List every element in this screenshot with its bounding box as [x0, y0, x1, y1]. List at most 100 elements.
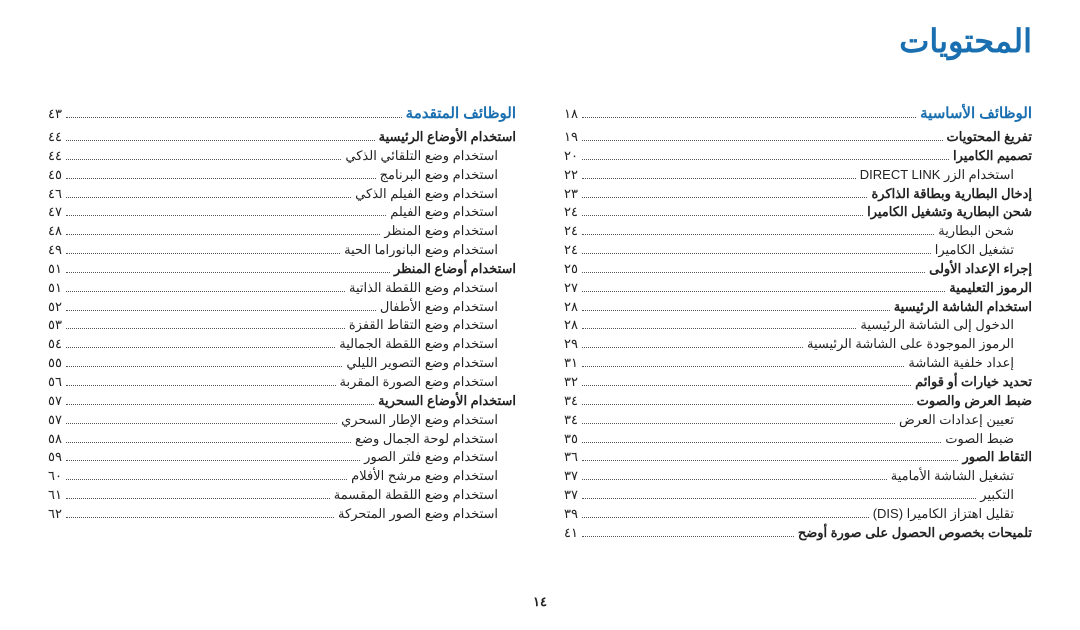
leader-dots	[66, 347, 335, 348]
toc-section-title: الوظائف الأساسية ١٨	[564, 104, 1032, 122]
leader-dots	[582, 117, 916, 118]
toc-entry-label: إعداد خلفية الشاشة	[908, 354, 1032, 373]
toc-columns: الوظائف الأساسية١٨تفريغ المحتويات١٩تصميم…	[48, 100, 1032, 543]
leader-dots	[66, 272, 390, 273]
toc-entry: تحديد خيارات أو قوائم٣٢	[564, 373, 1032, 392]
toc-entry-label: استخدام وضع اللقطة الذاتية	[349, 279, 516, 298]
toc-entry-page: ٦١	[48, 486, 62, 505]
toc-entry-page: ٢٤	[564, 222, 578, 241]
leader-dots	[582, 517, 869, 518]
toc-entry-label: استخدام الزر DIRECT LINK	[860, 166, 1032, 185]
toc-entry-page: ٥٥	[48, 354, 62, 373]
toc-entry-page: ٣٧	[564, 486, 578, 505]
toc-entry-page: ٤٥	[48, 166, 62, 185]
toc-entry-label: استخدام أوضاع المنظر	[394, 260, 516, 279]
section-page: ٤٣	[48, 106, 62, 122]
toc-entry: استخدام وضع الأطفال٥٢	[48, 298, 516, 317]
toc-entry: استخدام الزر DIRECT LINK ٢٢	[564, 166, 1032, 185]
section-title-label: الوظائف الأساسية	[920, 104, 1032, 122]
toc-entry-label: ضبط العرض والصوت	[917, 392, 1032, 411]
toc-entry: استخدام الأوضاع السحرية٥٧	[48, 392, 516, 411]
toc-entry-label: تشغيل الشاشة الأمامية	[891, 467, 1032, 486]
toc-entry: تعيين إعدادات العرض٣٤	[564, 411, 1032, 430]
leader-dots	[66, 423, 337, 424]
toc-entry-page: ٥٣	[48, 316, 62, 335]
toc-entry: استخدام الأوضاع الرئيسية٤٤	[48, 128, 516, 147]
toc-entry-page: ٢٩	[564, 335, 578, 354]
toc-entry: إجراء الإعداد الأولى٢٥	[564, 260, 1032, 279]
toc-entry-label: استخدام الشاشة الرئيسية	[894, 298, 1032, 317]
toc-entry-page: ٤٤	[48, 147, 62, 166]
leader-dots	[66, 140, 375, 141]
leader-dots	[66, 517, 334, 518]
leader-dots	[66, 215, 386, 216]
toc-entry-page: ٢٠	[564, 147, 578, 166]
toc-entry: استخدام وضع الصور المتحركة٦٢	[48, 505, 516, 524]
toc-entry-page: ٢٢	[564, 166, 578, 185]
toc-entry-page: ٥٧	[48, 411, 62, 430]
leader-dots	[66, 234, 380, 235]
toc-entry: استخدام وضع الفيلم الذكي٤٦	[48, 185, 516, 204]
toc-entry-page: ٣٤	[564, 392, 578, 411]
leader-dots	[582, 498, 976, 499]
toc-entry-label: استخدام وضع البرنامج	[380, 166, 516, 185]
leader-dots	[66, 404, 374, 405]
leader-dots	[582, 442, 941, 443]
leader-dots	[582, 253, 931, 254]
toc-entry: الرموز التعليمية٢٧	[564, 279, 1032, 298]
toc-entry: شحن البطارية٢٤	[564, 222, 1032, 241]
toc-entry: الرموز الموجودة على الشاشة الرئيسية٢٩	[564, 335, 1032, 354]
toc-entry-page: ٣٤	[564, 411, 578, 430]
toc-entry-page: ٥١	[48, 279, 62, 298]
toc-entry-page: ٣٦	[564, 448, 578, 467]
leader-dots	[66, 159, 341, 160]
toc-entry: تشغيل الكاميرا٢٤	[564, 241, 1032, 260]
toc-entry: استخدام وضع التصوير الليلي ٥٥	[48, 354, 516, 373]
leader-dots	[582, 310, 890, 311]
toc-entry-label: استخدام لوحة الجمال وضع	[355, 430, 516, 449]
toc-entry-label: استخدام وضع التصوير الليلي	[346, 354, 516, 373]
toc-entry: ضبط الصوت٣٥	[564, 430, 1032, 449]
page-number: ١٤	[533, 594, 547, 610]
toc-entry: التقاط الصور٣٦	[564, 448, 1032, 467]
toc-entry-page: ٥٨	[48, 430, 62, 449]
toc-entry: استخدام وضع مرشح الأفلام٦٠	[48, 467, 516, 486]
toc-entry-page: ١٩	[564, 128, 578, 147]
toc-entry: شحن البطارية وتشغيل الكاميرا٢٤	[564, 203, 1032, 222]
toc-entry-page: ٣٩	[564, 505, 578, 524]
toc-entry: استخدام وضع المنظر٤٨	[48, 222, 516, 241]
leader-dots	[66, 197, 351, 198]
toc-entry-label: إدخال البطارية وبطاقة الذاكرة	[871, 185, 1032, 204]
leader-dots	[66, 253, 340, 254]
leader-dots	[66, 291, 345, 292]
toc-entry: ضبط العرض والصوت ٣٤	[564, 392, 1032, 411]
leader-dots	[582, 460, 959, 461]
toc-entry: تقليل اهتزاز الكاميرا (DIS)٣٩	[564, 505, 1032, 524]
leader-dots	[66, 310, 376, 311]
toc-entry-page: ٤١	[564, 524, 578, 543]
toc-entry-page: ٣٢	[564, 373, 578, 392]
leader-dots	[66, 117, 402, 118]
toc-entry-label: استخدام وضع الفيلم الذكي	[355, 185, 516, 204]
toc-entry-page: ٣١	[564, 354, 578, 373]
toc-column: الوظائف المتقدمة٤٣ استخدام الأوضاع الرئيس…	[48, 100, 516, 543]
toc-entry-label: استخدام الأوضاع الرئيسية	[379, 128, 516, 147]
toc-entry-page: ٣٧	[564, 467, 578, 486]
toc-entry: استخدام الشاشة الرئيسية٢٨	[564, 298, 1032, 317]
toc-entry: الدخول إلى الشاشة الرئيسية٢٨	[564, 316, 1032, 335]
toc-section-title: الوظائف المتقدمة٤٣	[48, 104, 516, 122]
toc-entry-label: استخدام وضع التلقائي الذكي	[345, 147, 516, 166]
leader-dots	[66, 442, 351, 443]
leader-dots	[582, 140, 943, 141]
toc-column: الوظائف الأساسية١٨تفريغ المحتويات١٩تصميم…	[564, 100, 1032, 543]
toc-entry-label: تصميم الكاميرا	[953, 147, 1032, 166]
toc-entry-label: التكبير	[980, 486, 1032, 505]
toc-entry-page: ٤٩	[48, 241, 62, 260]
toc-entry-page: ٥٩	[48, 448, 62, 467]
section-page: ١٨	[564, 106, 578, 122]
leader-dots	[66, 178, 376, 179]
toc-entry-label: استخدام وضع الصورة المقربة	[340, 373, 516, 392]
toc-entry-label: استخدام وضع اللقطة المقسمة	[334, 486, 516, 505]
leader-dots	[66, 479, 347, 480]
leader-dots	[582, 215, 863, 216]
